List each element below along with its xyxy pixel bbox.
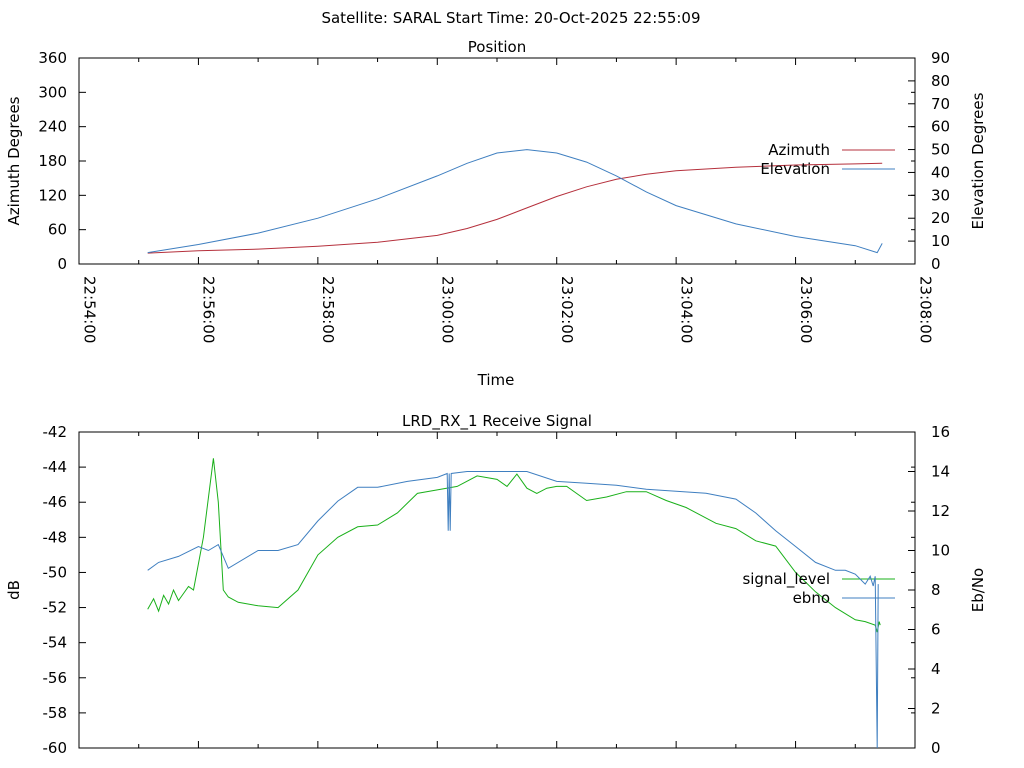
y-tick-label: -54 [43,634,68,652]
y2-tick-label: 0 [931,739,941,757]
x-tick-label: 22:54:00 [80,276,98,343]
y-tick-label: -58 [43,704,68,722]
y-tick-label: -50 [43,563,68,581]
y-tick-label: 180 [38,152,67,170]
y2-tick-label: 70 [931,95,950,113]
y2-tick-label: 50 [931,141,950,159]
y2-tick-label: 6 [931,621,941,639]
position-chart: Position 0 60 120 180 240 300 360 0 10 20 30 40 50 60 7… [5,38,987,389]
y-tick-label: 0 [57,255,67,273]
y2-tick-label: 80 [931,72,950,90]
y-tick-label: -46 [43,493,68,511]
y2-tick-label: 12 [931,502,950,520]
x-tick-label: 22:56:00 [200,276,218,343]
y2-tick-label: 8 [931,581,941,599]
y-tick-label: 240 [38,118,67,136]
receive-signal-chart: LRD_RX_1 Receive Signal -60 -58 -56 -54 -52 -5… [5,412,987,757]
y-tick-label: -60 [43,739,68,757]
y-tick-label: -52 [43,599,68,617]
series-line-azimuth [147,162,883,254]
y2-tick-label: 60 [931,118,950,136]
y-tick-label: -56 [43,669,68,687]
x-tick-label: 23:08:00 [916,276,934,343]
x-tick-label: 23:00:00 [439,276,457,343]
y2-tick-label: 40 [931,163,950,181]
x-tick-label: 23:04:00 [677,276,695,343]
y-tick-label: -42 [43,423,68,441]
legend-label: ebno [793,589,830,607]
y2-axis-label: Eb/No [969,568,987,612]
y2-tick-label: 4 [931,660,941,678]
y2-tick-label: 30 [931,186,950,204]
legend-label: Azimuth [768,141,830,159]
y2-tick-label: 10 [931,232,950,250]
y2-tick-label: 90 [931,49,950,67]
x-axis-label: Time [477,371,515,389]
y-tick-label: 300 [38,83,67,101]
y-axis-label: Azimuth Degrees [5,96,23,225]
y-tick-label: 360 [38,49,67,67]
series-line-signal-level [147,458,881,633]
chart-title: Position [468,38,526,56]
y-tick-label: 60 [48,221,67,239]
series-line-elevation [147,149,883,254]
y2-tick-label: 20 [931,209,950,227]
y2-tick-label: 14 [931,463,950,481]
page-title: Satellite: SARAL Start Time: 20-Oct-2025… [321,9,700,27]
legend-label: signal_level [742,570,830,589]
series-line-ebno [147,471,879,749]
x-tick-label: 23:02:00 [558,276,576,343]
y2-tick-label: 10 [931,542,950,560]
x-tick-label: 23:06:00 [797,276,815,343]
chart-title: LRD_RX_1 Receive Signal [402,412,592,431]
y2-tick-label: 16 [931,423,950,441]
y2-tick-label: 0 [931,255,941,273]
x-tick-label: 22:58:00 [319,276,337,343]
y2-tick-label: 2 [931,700,941,718]
legend-label: Elevation [760,160,830,178]
y-tick-label: -44 [43,458,68,476]
y-axis-label: dB [5,580,23,600]
y2-axis-label: Elevation Degrees [969,92,987,229]
y-tick-label: -48 [43,528,68,546]
y-tick-label: 120 [38,186,67,204]
